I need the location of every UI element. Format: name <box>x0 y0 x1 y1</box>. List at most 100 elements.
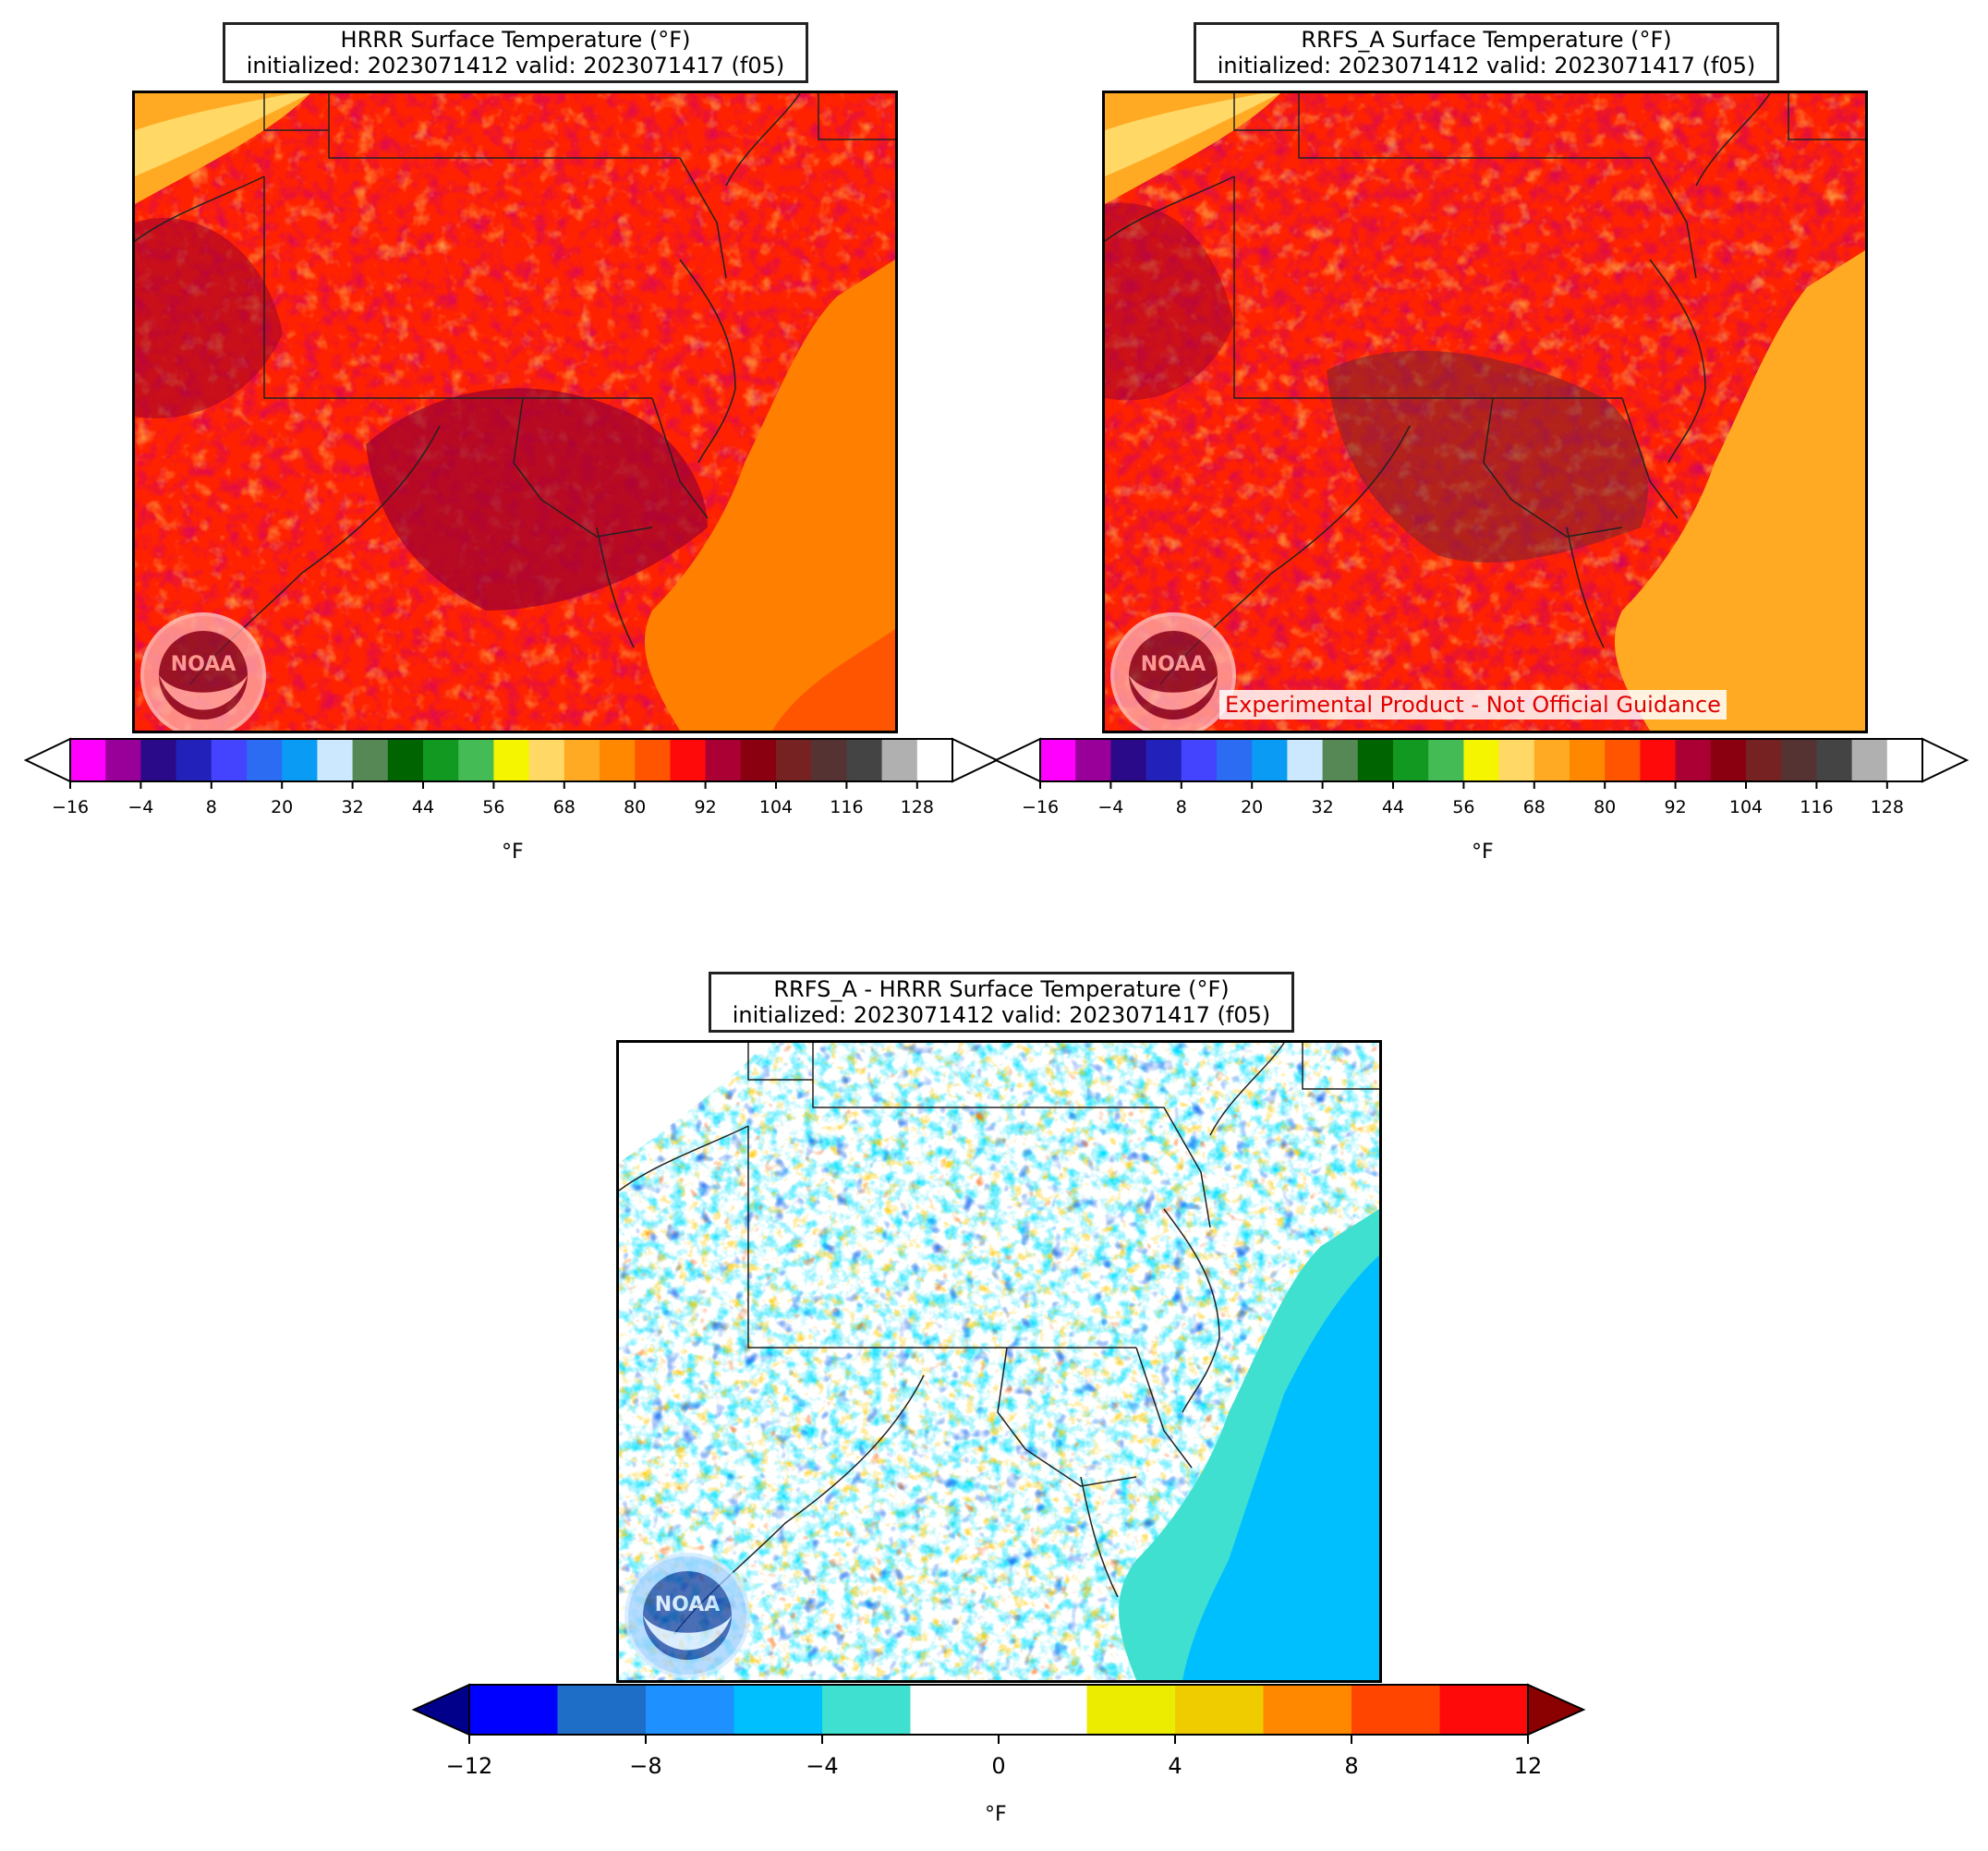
svg-text:NOAA: NOAA <box>1141 653 1206 676</box>
rrfs-colorbar-tick-label: −16 <box>1022 797 1059 817</box>
hrrr-colorbar-bin <box>176 739 212 781</box>
rrfs-colorbar-bin <box>1428 739 1464 781</box>
rrfs-colorbar-tick-label: 116 <box>1800 797 1833 817</box>
hrrr-colorbar-bin <box>247 739 283 781</box>
hrrr-colorbar-tick-label: 104 <box>759 797 793 817</box>
hrrr-colorbar-bin <box>881 739 918 781</box>
diff-map: NOAA <box>616 1040 1382 1683</box>
hrrr-colorbar-bin <box>493 739 530 781</box>
hrrr-colorbar-bin <box>670 739 707 781</box>
hrrr-colorbar-ticks: −16 −4 8 20 32 44 56 68 80 92 104 116 128 <box>52 781 934 817</box>
diff-title-line2: initialized: 2023071412 valid: 202307141… <box>732 1002 1271 1028</box>
rrfs-colorbar-swatches <box>993 737 1970 783</box>
hrrr-temperature-field <box>135 93 895 731</box>
hrrr-colorbar-tick-label: −4 <box>127 797 153 817</box>
rrfs-colorbar-bin <box>1605 739 1641 781</box>
rrfs-colorbar-tick-label: 44 <box>1382 797 1404 817</box>
rrfs-colorbar-tick-label: 32 <box>1312 797 1334 817</box>
diff-colorbar-bin <box>1263 1685 1352 1735</box>
hrrr-colorbar-swatches <box>23 737 1000 783</box>
diff-colorbar-tick-label: 4 <box>1168 1753 1182 1779</box>
hrrr-title-line1: HRRR Surface Temperature (°F) <box>340 27 691 53</box>
hrrr-colorbar-bin <box>140 739 177 781</box>
rrfs-colorbar-bin-over <box>1886 739 1922 781</box>
hrrr-colorbar-bin <box>740 739 777 781</box>
rrfs-title: RRFS_A Surface Temperature (°F) initiali… <box>1194 22 1779 83</box>
rrfs-colorbar-tick-label: −4 <box>1097 797 1123 817</box>
hrrr-colorbar-bin <box>528 739 565 781</box>
rrfs-colorbar-bin <box>1746 739 1782 781</box>
diff-colorbar-bin <box>999 1685 1087 1735</box>
hrrr-colorbar-bin <box>600 739 636 781</box>
rrfs-colorbar-bin <box>1110 739 1147 781</box>
rrfs-colorbar-tick-label: 92 <box>1665 797 1687 817</box>
rrfs-colorbar-bin <box>1781 739 1817 781</box>
hrrr-colorbar-unit: °F <box>502 841 524 864</box>
rrfs-colorbar-bin <box>1640 739 1677 781</box>
diff-colorbar-bin <box>646 1685 734 1735</box>
noaa-logo-icon: NOAA <box>624 1553 750 1678</box>
hrrr-colorbar-bin-over <box>916 739 952 781</box>
rrfs-colorbar-frame <box>1039 738 1923 782</box>
rrfs-colorbar-bin <box>1710 739 1747 781</box>
diff-colorbar-unit: °F <box>985 1803 1007 1826</box>
svg-text:NOAA: NOAA <box>655 1593 721 1616</box>
hrrr-colorbar-bin <box>811 739 847 781</box>
diff-colorbar-ticks: −12 −8 −4 0 4 8 12 <box>446 1735 1543 1779</box>
rrfs-colorbar-bin <box>1075 739 1111 781</box>
rrfs-colorbar-bin <box>1463 739 1500 781</box>
rrfs-colorbar-tick-label: 8 <box>1176 797 1187 817</box>
hrrr-colorbar: −16 −4 8 20 32 44 56 68 80 92 104 116 128 <box>23 737 1000 817</box>
rrfs-colorbar-tick-label: 104 <box>1729 797 1763 817</box>
hrrr-map: NOAA <box>132 91 898 733</box>
rrfs-colorbar-ticks: −16 −4 8 20 32 44 56 68 80 92 104 116 128 <box>1022 781 1904 817</box>
diff-colorbar-bin <box>1352 1685 1440 1735</box>
hrrr-colorbar-tick-label: 8 <box>206 797 217 817</box>
hrrr-colorbar-tick-label: 92 <box>695 797 717 817</box>
diff-colorbar-tick-label: 0 <box>991 1753 1005 1779</box>
diff-colorbar-bin <box>822 1685 911 1735</box>
diff-colorbar: −12 −8 −4 0 4 8 12 <box>411 1683 1586 1779</box>
rrfs-colorbar-bin <box>1040 739 1076 781</box>
rrfs-map: NOAA Experimental Product - Not Official… <box>1102 91 1868 733</box>
hrrr-colorbar-tick-label: 80 <box>624 797 646 817</box>
hrrr-colorbar-bin <box>282 739 318 781</box>
rrfs-colorbar-tick-label: 68 <box>1523 797 1546 817</box>
diff-title-line1: RRFS_A - HRRR Surface Temperature (°F) <box>773 976 1230 1002</box>
diff-colorbar-bin <box>733 1685 823 1735</box>
diff-colorbar-tick-label: −8 <box>629 1753 661 1779</box>
rrfs-colorbar-bin <box>1675 739 1712 781</box>
rrfs-temperature-field <box>1105 93 1865 731</box>
diff-colorbar-tick-label: 12 <box>1514 1753 1543 1779</box>
hrrr-colorbar-bin <box>70 739 106 781</box>
hrrr-colorbar-bin <box>846 739 883 781</box>
hrrr-colorbar-tick-label: 128 <box>901 797 934 817</box>
noaa-logo-icon: NOAA <box>1110 612 1236 731</box>
diff-temperature-field <box>619 1043 1379 1680</box>
rrfs-colorbar-bin <box>1498 739 1535 781</box>
rrfs-colorbar-bin <box>1393 739 1429 781</box>
hrrr-colorbar-bin <box>105 739 141 781</box>
rrfs-colorbar-bin <box>1816 739 1853 781</box>
diff-colorbar-bin <box>557 1685 647 1735</box>
hrrr-colorbar-bin <box>776 739 812 781</box>
hrrr-colorbar-tick-label: 56 <box>482 797 504 817</box>
hrrr-colorbar-bin <box>423 739 459 781</box>
rrfs-colorbar-bin <box>1357 739 1394 781</box>
rrfs-colorbar-bin <box>1570 739 1606 781</box>
hrrr-colorbar-tick-label: 68 <box>553 797 576 817</box>
rrfs-colorbar-bin <box>1146 739 1182 781</box>
rrfs-colorbar-bin <box>1287 739 1324 781</box>
rrfs-colorbar-bin <box>1851 739 1888 781</box>
rrfs-colorbar-bin <box>1533 739 1570 781</box>
diff-colorbar-bin <box>469 1685 558 1735</box>
rrfs-title-line1: RRFS_A Surface Temperature (°F) <box>1301 27 1672 53</box>
hrrr-colorbar-bin <box>352 739 389 781</box>
hrrr-colorbar-bin <box>387 739 424 781</box>
diff-colorbar-bin <box>910 1685 1000 1735</box>
diff-colorbar-bin <box>1439 1685 1529 1735</box>
diff-colorbar-tick-label: −12 <box>446 1753 493 1779</box>
rrfs-colorbar-tick-label: 80 <box>1594 797 1616 817</box>
rrfs-colorbar-tick-label: 128 <box>1871 797 1904 817</box>
rrfs-colorbar-unit: °F <box>1472 841 1494 864</box>
